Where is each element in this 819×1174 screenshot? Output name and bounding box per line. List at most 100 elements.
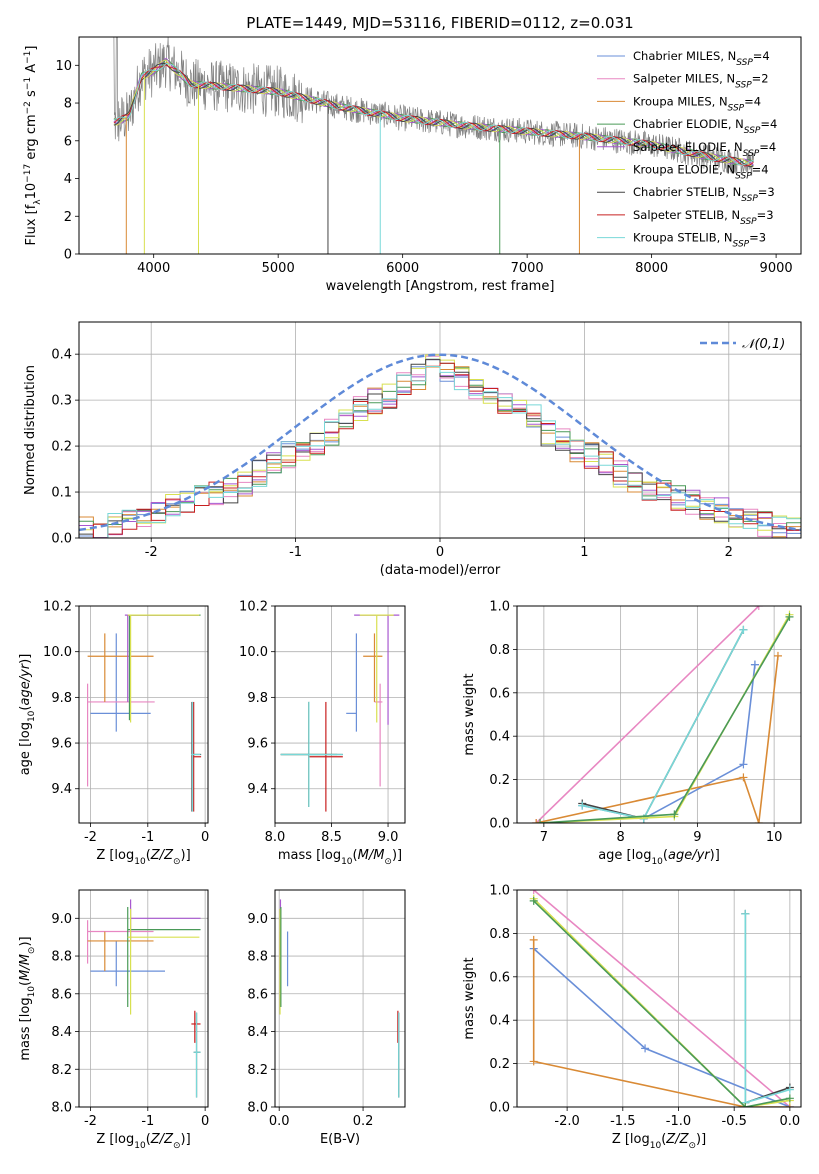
y-tick-label: 10.2 [43,600,72,615]
x-tick-label: -2 [145,545,158,560]
y-tick-label: 8.6 [247,987,268,1002]
x-axis-label: Z [log10(Z/Z⊙)] [96,848,190,867]
y-tick-label: 10 [55,59,72,74]
y-tick-label: 8.8 [247,950,268,965]
y-tick-label: 0.0 [489,817,510,832]
axes-frame [78,889,209,1108]
y-tick-label: 9.8 [247,691,268,706]
x-tick-label: 0.0 [269,1114,290,1129]
age-vs-Z-plot-area [86,614,202,812]
x-tick-label: 9 [693,830,701,845]
x-tick-label: 8 [616,830,624,845]
y-tick-label: 8.2 [247,1063,268,1078]
axes-frame [274,889,406,1108]
x-tick-label: 8.5 [321,830,342,845]
x-axis-label: mass [log10(M/M⊙)] [278,848,402,867]
mass-vs-Z-plot-area [86,899,201,1098]
axes-frame [516,889,802,1108]
weight-line [532,939,790,1107]
spectrum-plot-area [113,37,755,254]
weight-line [582,629,745,820]
legend-label: Salpeter MILES, NSSP=2 [633,72,769,91]
legend-label: Chabrier MILES, NSSP=4 [633,49,770,68]
weight-marker [785,612,794,621]
weight-marker [741,1103,750,1107]
x-tick-label: 8.0 [265,830,286,845]
x-tick-label: -1 [141,1114,154,1129]
legend-label: 𝒩(0,1) [742,337,785,352]
weight-line [536,655,779,823]
weight-line [533,898,791,1107]
x-tick-label: 0.0 [780,1114,801,1129]
y-tick-label: 0.4 [489,730,510,745]
y-tick-label: 9.6 [51,737,72,752]
x-tick-label: 7000 [511,261,544,276]
weight-marker [785,1094,794,1103]
spectrum-model-line [113,64,754,167]
legend-label: Salpeter STELIB, NSSP=3 [633,208,774,227]
axes-frame [78,36,802,255]
x-tick-label: 0 [201,830,209,845]
weight-line [533,890,791,1107]
y-tick-label: 1.0 [489,600,510,615]
y-tick-label: 9.4 [247,782,268,797]
x-tick-label: 10 [766,830,783,845]
y-tick-label: 9.0 [51,912,72,927]
weight-line [533,900,791,1107]
weight-line [535,606,760,823]
weight-vs-Z-chart: -2.0 -1.5 -1.0 -0.5 0.0 0.0 0.2 0.4 0.6 0.8 1.0 Z [… [462,884,802,1151]
x-tick-label: 0 [201,1114,209,1129]
weight-marker [641,1044,650,1053]
residuals-plot-area [79,353,801,538]
x-tick-label: 4000 [137,261,170,276]
mass-vs-EBV-chart: 0.0 0.2 8.0 8.2 8.4 8.6 8.8 9.0 E(B-V) [247,889,406,1147]
legend-label: Chabrier ELODIE, NSSP=4 [633,117,777,136]
y-tick-label: 0.6 [489,970,510,985]
y-tick-label: 8.0 [51,1101,72,1116]
weight-marker [750,660,759,669]
y-tick-label: 8 [64,97,72,112]
y-tick-label: 0.0 [51,532,72,547]
weight-vs-Z-plot-area [529,890,794,1107]
y-axis-label: mass [log10(M/M⊙)] [18,936,37,1060]
x-tick-label: 9.0 [378,830,399,845]
legend-label: Kroupa MILES, NSSP=4 [633,94,761,113]
x-axis-label: Z [log10(Z/Z⊙)] [96,1132,190,1151]
histogram-step [79,366,801,538]
spectrum-data-line [113,37,755,176]
legend-label: Kroupa STELIB, NSSP=3 [633,231,766,250]
weight-marker [754,819,763,823]
axes-frame [516,605,802,824]
weight-marker [670,810,679,819]
y-tick-label: 9.0 [247,912,268,927]
weight-line [582,629,745,820]
y-tick-label: 0.4 [51,348,72,363]
weight-line [582,664,756,820]
axes-frame [274,605,406,824]
x-tick-label: -1 [289,545,302,560]
y-axis-label: Flux [fλ10−17 erg cm−2 s−1 A−1] [23,46,43,246]
x-tick-label: 0 [436,545,444,560]
weight-line [533,948,791,1107]
y-axis-label: age [log10(age/yr)] [18,654,37,776]
y-tick-label: 1.0 [489,884,510,899]
weight-marker [529,935,538,944]
x-tick-label: 2 [725,545,733,560]
x-axis-label: age [log10(age/yr)] [598,848,720,867]
legend-label: Kroupa ELODIE, NSSP=4 [633,163,769,182]
x-tick-label: 6000 [386,261,419,276]
x-tick-label: -0.5 [721,1114,746,1129]
weight-vs-age-plot-area [532,606,794,823]
x-tick-label: 5000 [262,261,295,276]
weight-marker [529,890,538,894]
legend-label: Salpeter ELODIE, NSSP=4 [633,140,776,159]
weight-marker [578,801,587,810]
weight-marker [739,773,748,782]
residuals-chart: -2 -1 0 1 2 0.0 0.1 0.2 0.3 0.4 (data-model)/error… [23,321,802,578]
x-tick-label: -1.5 [610,1114,635,1129]
y-tick-label: 6 [64,134,72,149]
y-tick-label: 8.8 [51,950,72,965]
y-tick-label: 8.4 [51,1025,72,1040]
spectrum-legend: Chabrier MILES, NSSP=4 Salpeter MILES, NS… [597,49,777,250]
x-tick-label: -2.0 [554,1114,579,1129]
